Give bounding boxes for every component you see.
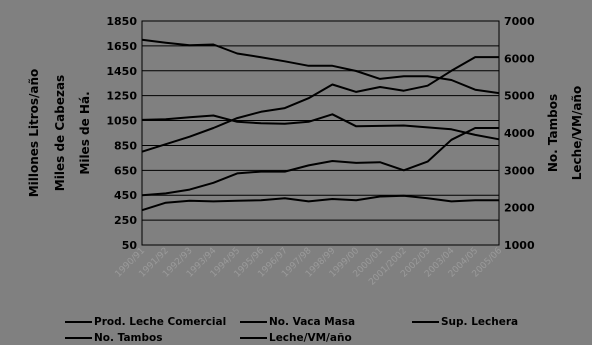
left-axis-label-2: Miles de Cabezas [53, 75, 67, 191]
left-axis-label-1: Millones Litros/año [27, 69, 41, 198]
series-line-4 [141, 38, 500, 95]
left-tick-label: 50 [122, 239, 138, 252]
left-tick-label: 1050 [106, 115, 137, 128]
right-tick-label: 1000 [504, 239, 535, 252]
left-tick-label: 850 [114, 139, 137, 152]
legend-label-vaca-masa: No. Vaca Masa [269, 316, 355, 328]
left-tick-label: 450 [114, 189, 137, 202]
right-tick-label: 6000 [504, 52, 535, 65]
right-tick-label: 4000 [504, 127, 535, 140]
left-tick-label: 1250 [106, 90, 137, 103]
series-line-2 [141, 194, 499, 212]
legend-label-tambos: No. Tambos [94, 332, 162, 344]
left-tick-label: 650 [114, 164, 137, 177]
left-tick-label: 250 [114, 214, 137, 227]
series-line-5 [141, 113, 500, 141]
left-tick-label: 1650 [106, 40, 137, 53]
left-tick-label: 1450 [106, 65, 137, 78]
legend-label-prod-leche: Prod. Leche Comercial [94, 316, 226, 328]
plot-area [141, 20, 500, 246]
legend-label-leche-vm: Leche/VM/año [269, 332, 352, 344]
right-tick-label: 7000 [504, 15, 535, 28]
legend: Prod. Leche Comercial No. Vaca Masa Sup.… [65, 316, 518, 344]
right-axis-label-2: Leche/VM/año [570, 86, 584, 180]
left-axis-label-3: Miles de Há. [78, 91, 92, 174]
left-tick-label: 1850 [106, 15, 137, 28]
series-lines [141, 38, 500, 212]
right-tick-label: 5000 [504, 90, 535, 103]
right-tick-label: 3000 [504, 164, 535, 177]
series-line-3 [141, 127, 499, 197]
right-axis-label-1: No. Tambos [546, 94, 560, 172]
legend-label-sup-lechera: Sup. Lechera [441, 316, 518, 328]
right-tick-label: 2000 [504, 202, 535, 215]
